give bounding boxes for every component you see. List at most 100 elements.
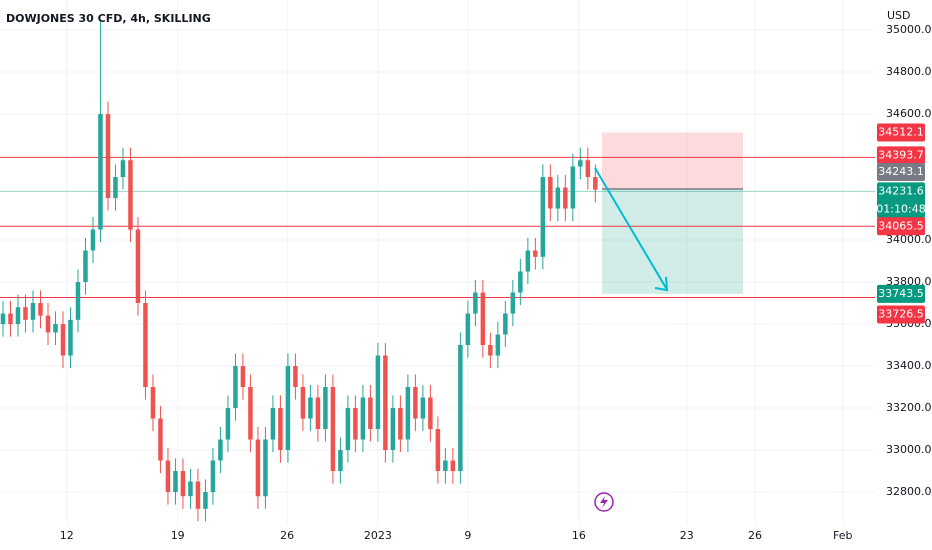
candle-body <box>105 114 111 199</box>
candle-body <box>285 366 291 451</box>
candle-body <box>533 250 538 257</box>
candle-body <box>330 387 336 472</box>
candle-body <box>353 408 358 440</box>
candle-body <box>53 324 58 333</box>
candle-body <box>120 160 126 178</box>
candle-body <box>315 397 321 430</box>
candle-body <box>0 313 6 325</box>
candle-body <box>518 271 523 293</box>
candle-body <box>173 471 178 493</box>
candle-body <box>345 408 351 451</box>
candle-body <box>375 355 381 430</box>
candle-body <box>98 114 103 230</box>
candle-body <box>443 460 448 472</box>
candle-body <box>428 397 433 430</box>
candle-body <box>218 439 223 461</box>
price-label-box <box>877 217 925 236</box>
price-label: 33726.5 <box>878 307 924 320</box>
y-tick-label: 33200.0 <box>886 401 932 414</box>
x-tick-label: 9 <box>464 529 471 542</box>
y-tick-label: 33800.0 <box>886 275 932 288</box>
position-tool <box>602 132 743 294</box>
candle-body <box>570 166 576 209</box>
price-label-box <box>877 284 925 303</box>
candle-body <box>480 292 486 346</box>
price-label: 33743.5 <box>878 287 924 300</box>
candle-body <box>135 229 141 304</box>
price-label-box <box>877 182 925 219</box>
x-tick-label: 26 <box>280 529 294 542</box>
candle-body <box>278 408 283 451</box>
candle-body <box>458 345 463 472</box>
y-tick-label: 32800.0 <box>886 485 932 498</box>
candle-body <box>585 160 591 178</box>
candle-body <box>210 460 216 493</box>
candle-body <box>180 471 186 497</box>
countdown: 01:10:48 <box>876 202 925 215</box>
candle-body <box>323 387 328 430</box>
candle-body <box>8 313 13 325</box>
candles <box>0 19 598 522</box>
candle-body <box>510 292 516 314</box>
candle-body <box>593 177 598 190</box>
candle-body <box>113 177 118 199</box>
candle-body <box>398 408 403 440</box>
x-tick-label: 16 <box>572 529 586 542</box>
candle-body <box>83 250 88 283</box>
candle-body <box>68 319 73 356</box>
candle-body <box>383 355 388 451</box>
candle-body <box>15 307 21 325</box>
candle-body <box>300 387 306 419</box>
candle-body <box>248 387 253 440</box>
y-tick-label: 33000.0 <box>886 443 932 456</box>
candle-body <box>578 160 583 167</box>
candle-body <box>390 408 396 451</box>
candle-body <box>525 250 531 272</box>
candle-body <box>158 418 163 461</box>
candle-body <box>23 307 28 320</box>
candle-body <box>195 481 201 509</box>
price-label: 34393.7 <box>878 148 924 161</box>
candle-body <box>225 408 231 440</box>
price-label: 34065.5 <box>878 219 924 232</box>
candle-body <box>293 366 298 388</box>
x-tick-label: 19 <box>171 529 185 542</box>
x-tick-label: 2023 <box>364 529 392 542</box>
candle-body <box>165 460 171 493</box>
candle-body <box>368 397 373 430</box>
price-label: 34231.6 <box>878 184 924 197</box>
candle-body <box>188 481 193 497</box>
candle-body <box>435 429 441 472</box>
candle-body <box>503 313 508 335</box>
candle-body <box>203 492 208 509</box>
candle-body <box>270 408 276 440</box>
price-axis <box>875 0 932 550</box>
candle-body <box>555 187 561 209</box>
candle-body <box>30 303 36 320</box>
y-tick-label: 33400.0 <box>886 359 932 372</box>
x-axis: 12 19 26 2023 9 16 23 26 Feb <box>60 529 853 542</box>
arrow <box>594 167 667 289</box>
price-label: 34243.1 <box>878 165 924 178</box>
stop-zone <box>602 132 743 189</box>
candle-body <box>75 282 81 320</box>
price-label-box <box>877 146 925 165</box>
candle-body <box>405 387 411 440</box>
chart-title: DOWJONES 30 CFD, 4h, SKILLING <box>6 12 211 25</box>
candle-body <box>473 292 478 314</box>
lightning <box>600 496 608 508</box>
candle-body <box>488 345 493 356</box>
x-tick-label: 12 <box>60 529 74 542</box>
candle-body <box>360 397 366 440</box>
candle-body <box>143 303 148 388</box>
candle-body <box>233 366 238 409</box>
candle-body <box>308 397 313 419</box>
grid <box>0 0 875 525</box>
x-tick-label: Feb <box>833 529 852 542</box>
y-tick-label: 34600.0 <box>886 107 932 120</box>
candle-body <box>338 450 343 472</box>
price-labels: 34512.1 34393.7 34243.1 34231.6 01:10:48 3406… <box>876 123 926 324</box>
candle-body <box>465 313 471 346</box>
